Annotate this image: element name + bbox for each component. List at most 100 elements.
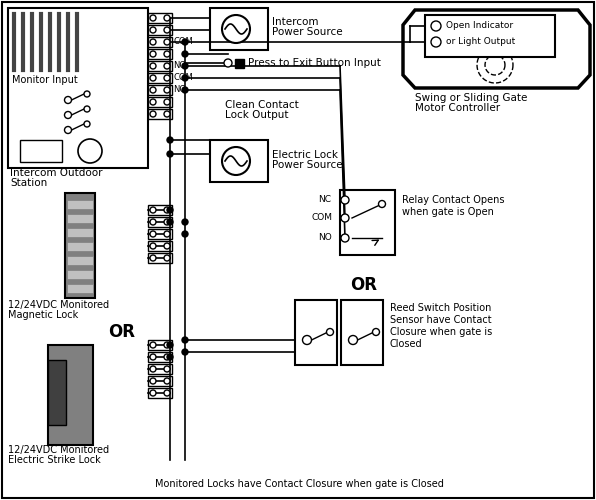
Circle shape [431, 37, 441, 47]
Bar [148, 229, 172, 239]
Bar [67, 200, 93, 209]
Circle shape [164, 27, 170, 33]
Bar [148, 85, 172, 95]
Circle shape [167, 342, 173, 348]
Bar [65, 193, 95, 298]
Circle shape [164, 99, 170, 105]
Bar [235, 59, 244, 68]
Circle shape [164, 255, 170, 261]
Bar [210, 140, 268, 182]
Circle shape [182, 219, 188, 225]
Bar [148, 241, 172, 251]
Bar [425, 15, 555, 57]
Circle shape [167, 207, 173, 213]
Circle shape [182, 51, 188, 57]
Circle shape [84, 121, 90, 127]
Circle shape [164, 111, 170, 117]
Circle shape [167, 151, 173, 157]
Circle shape [64, 112, 72, 118]
Circle shape [222, 15, 250, 43]
Bar [67, 242, 93, 251]
Circle shape [150, 99, 156, 105]
Text: Relay Contact Opens: Relay Contact Opens [402, 195, 504, 205]
Text: Clean Contact: Clean Contact [225, 100, 299, 110]
Text: Electric Strike Lock: Electric Strike Lock [8, 455, 101, 465]
Circle shape [164, 207, 170, 213]
Circle shape [150, 378, 156, 384]
Text: Station: Station [10, 178, 47, 188]
Bar [148, 376, 172, 386]
Bar [148, 217, 172, 227]
Text: or Light Output: or Light Output [446, 38, 516, 46]
Circle shape [150, 231, 156, 237]
Circle shape [182, 87, 188, 93]
Bar [148, 37, 172, 47]
Circle shape [164, 354, 170, 360]
Text: Power Source: Power Source [272, 27, 343, 37]
Circle shape [150, 207, 156, 213]
Bar [148, 205, 172, 215]
Bar [341, 300, 383, 365]
Text: 12/24VDC Monitored: 12/24VDC Monitored [8, 300, 109, 310]
Bar [8, 8, 148, 168]
Circle shape [164, 51, 170, 57]
Text: NC: NC [173, 86, 185, 94]
Circle shape [150, 27, 156, 33]
Text: Electric Lock: Electric Lock [272, 150, 338, 160]
Circle shape [182, 349, 188, 355]
Circle shape [182, 337, 188, 343]
Circle shape [327, 328, 334, 336]
Text: Reed Switch Position: Reed Switch Position [390, 303, 491, 313]
Circle shape [164, 63, 170, 69]
Text: Press to Exit Button Input: Press to Exit Button Input [248, 58, 381, 68]
Circle shape [303, 336, 312, 344]
Circle shape [341, 196, 349, 204]
Circle shape [182, 63, 188, 69]
Bar [67, 228, 93, 237]
Text: NO: NO [173, 62, 186, 70]
Bar [48, 360, 66, 425]
Circle shape [150, 87, 156, 93]
Circle shape [349, 336, 358, 344]
Circle shape [150, 39, 156, 45]
Bar [20, 140, 62, 162]
Circle shape [164, 243, 170, 249]
Circle shape [164, 15, 170, 21]
Text: Lock Output: Lock Output [225, 110, 288, 120]
Circle shape [164, 378, 170, 384]
Circle shape [167, 219, 173, 225]
Circle shape [78, 139, 102, 163]
Bar [148, 388, 172, 398]
Circle shape [164, 87, 170, 93]
Circle shape [150, 243, 156, 249]
Bar [148, 13, 172, 23]
Text: when gate is Open: when gate is Open [402, 207, 494, 217]
Bar [148, 61, 172, 71]
Circle shape [341, 214, 349, 222]
Circle shape [150, 51, 156, 57]
Circle shape [84, 106, 90, 112]
Circle shape [150, 342, 156, 348]
Text: Motor Controller: Motor Controller [415, 103, 500, 113]
Circle shape [150, 15, 156, 21]
Bar [148, 97, 172, 107]
Circle shape [182, 75, 188, 81]
Text: OR: OR [350, 276, 377, 294]
Bar [148, 109, 172, 119]
Text: Open Indicator: Open Indicator [446, 22, 513, 30]
Bar [148, 25, 172, 35]
Circle shape [164, 390, 170, 396]
Bar [67, 214, 93, 223]
Circle shape [431, 21, 441, 31]
Circle shape [341, 234, 349, 242]
Circle shape [378, 200, 386, 207]
Circle shape [164, 342, 170, 348]
Circle shape [84, 91, 90, 97]
Circle shape [222, 147, 250, 175]
Circle shape [164, 75, 170, 81]
Bar [67, 270, 93, 279]
Text: Closure when gate is: Closure when gate is [390, 327, 492, 337]
Text: Monitored Locks have Contact Closure when gate is Closed: Monitored Locks have Contact Closure whe… [155, 479, 444, 489]
Bar [210, 8, 268, 50]
Bar [67, 256, 93, 265]
